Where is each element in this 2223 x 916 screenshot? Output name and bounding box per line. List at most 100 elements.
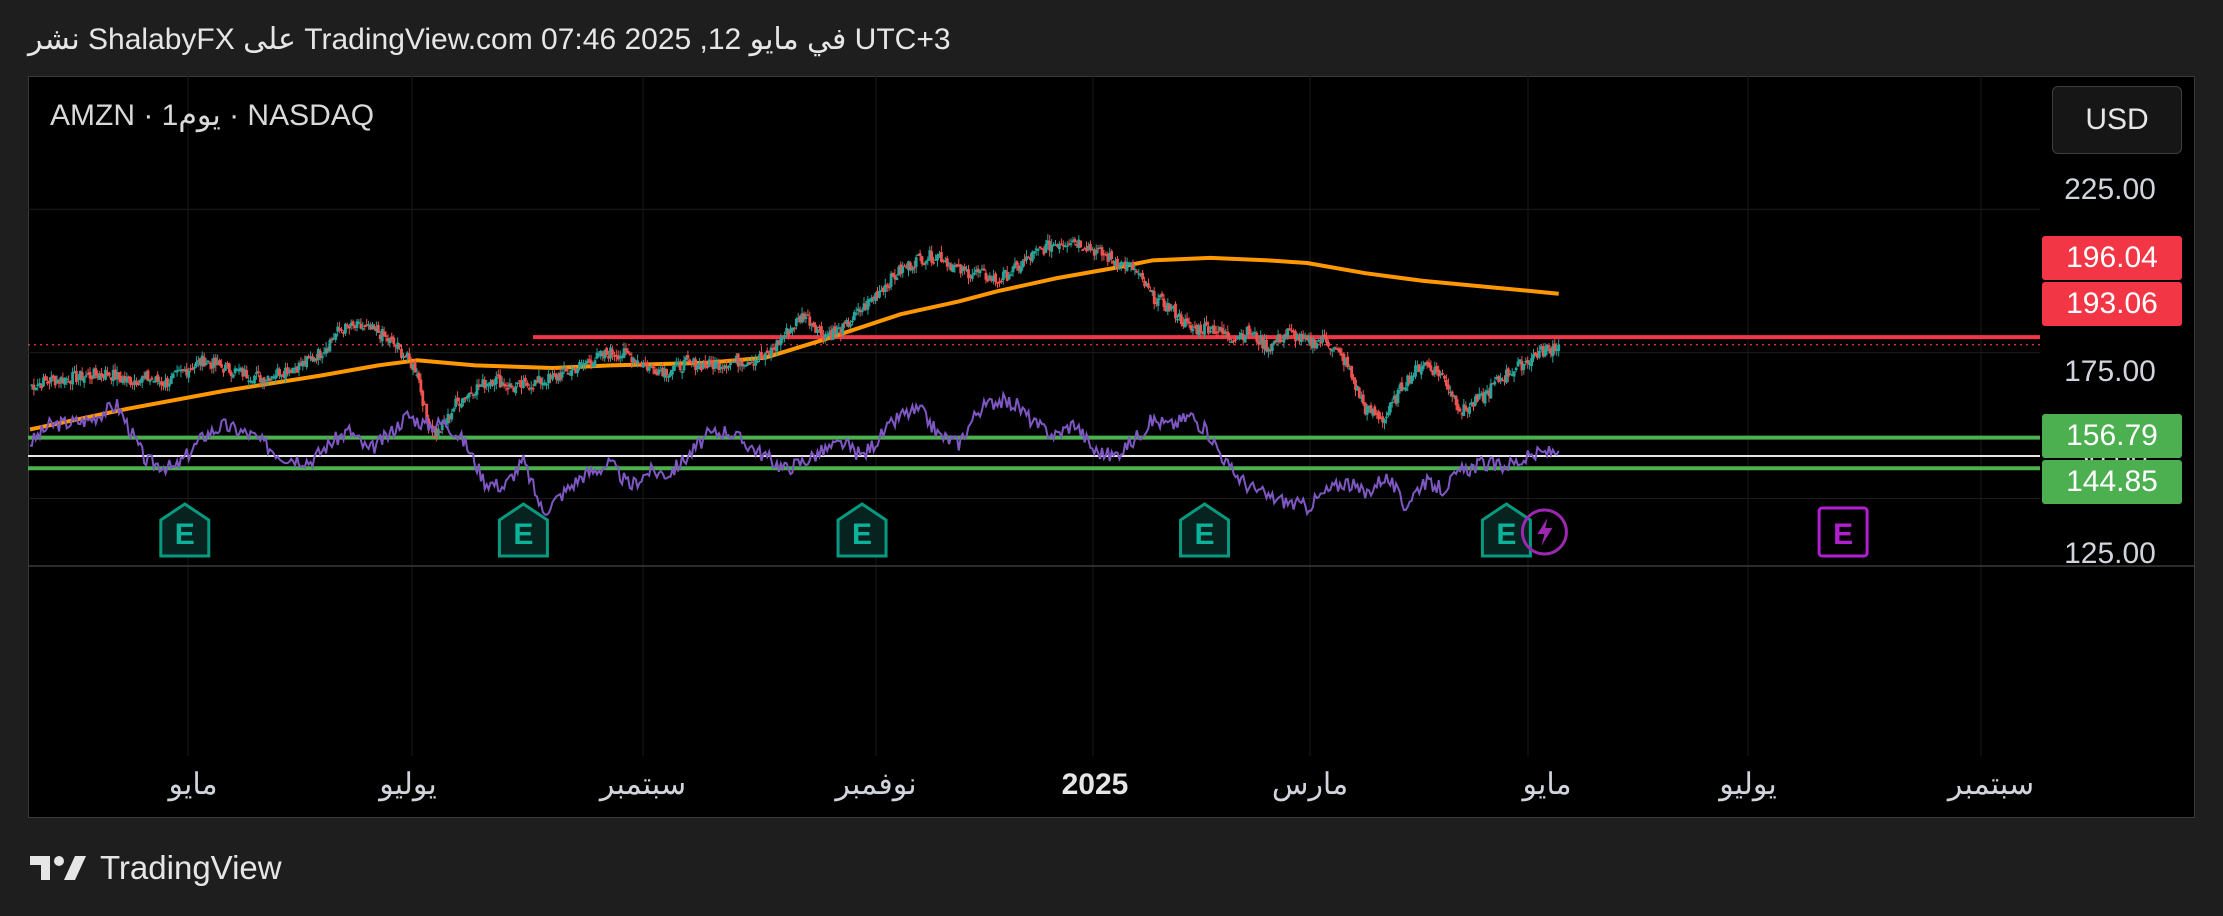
candle-body (208, 362, 212, 365)
candle-body (1127, 263, 1131, 266)
candle-body (620, 356, 624, 359)
candle-body (287, 369, 291, 372)
candle-body (1081, 249, 1084, 251)
candle-body (1549, 348, 1553, 355)
candle-body (678, 364, 682, 371)
candle-body (491, 379, 494, 386)
candle-body (1551, 345, 1555, 357)
candle-body (835, 328, 839, 335)
candle-body (88, 371, 92, 379)
candle-body (595, 352, 599, 359)
candle-body (92, 368, 96, 379)
candle-body (1168, 304, 1172, 311)
candle-body (212, 357, 216, 368)
candle-body (1193, 326, 1197, 328)
candle-body (1224, 331, 1228, 334)
candle-body (1274, 340, 1278, 343)
candle-body (1238, 337, 1241, 340)
chart-panel[interactable] (28, 76, 2195, 818)
candle-body (551, 374, 554, 380)
candle-body (642, 363, 645, 368)
candle-body (1174, 303, 1177, 319)
candle-body (53, 375, 57, 386)
candle-body (365, 324, 369, 326)
candle-body (659, 370, 663, 372)
candle-body (736, 353, 740, 367)
candle-body (1150, 290, 1154, 293)
candle-body (270, 376, 274, 379)
candle-body (460, 403, 463, 408)
candle-body (1083, 248, 1086, 250)
candle-body (1207, 326, 1210, 334)
candle-body (51, 375, 55, 379)
candle-body (1557, 344, 1561, 351)
candle-body (500, 381, 504, 386)
candle-body (854, 312, 858, 315)
candle-body (729, 362, 732, 366)
earnings-marker-label: E (175, 518, 195, 551)
candle-body (204, 362, 208, 365)
candle-body (758, 354, 761, 360)
candle-body (974, 269, 978, 273)
candle-body (858, 309, 862, 313)
candle-body (1388, 402, 1392, 413)
candle-body (624, 348, 628, 351)
candle-body (452, 408, 456, 412)
candle-body (316, 349, 320, 360)
candle-body (949, 264, 953, 271)
candle-body (1493, 381, 1497, 385)
candle-body (1510, 374, 1514, 376)
candle-body (694, 359, 697, 370)
candle-body (268, 378, 272, 381)
candle-body (1290, 329, 1293, 332)
candle-body (967, 269, 970, 279)
candle-body (1445, 379, 1448, 387)
candle-body (1087, 246, 1090, 250)
candle-body (1390, 401, 1394, 404)
candle-body (1506, 368, 1510, 377)
candle-body (1241, 333, 1245, 340)
candle-body (676, 361, 680, 364)
candle-body (725, 366, 728, 369)
candle-body (392, 337, 396, 345)
candle-body (727, 365, 730, 368)
candle-body (1259, 335, 1263, 344)
candle-body (1456, 404, 1460, 411)
candle-body (359, 323, 363, 329)
candle-body (1474, 396, 1477, 406)
candle-body (794, 318, 798, 327)
candle-body (1526, 360, 1530, 364)
candle-body (525, 382, 529, 386)
currency-button[interactable]: USD (2052, 86, 2182, 154)
candle-body (883, 284, 887, 292)
candle-body (907, 261, 910, 271)
tradingview-logo[interactable]: TradingView (28, 848, 282, 888)
candle-body (1439, 373, 1442, 376)
candle-body (1537, 350, 1541, 358)
candle-body (1056, 244, 1059, 247)
candle-body (1483, 391, 1487, 404)
candle-body (1311, 338, 1315, 349)
earnings-marker-label: E (852, 518, 872, 551)
candle-body (84, 375, 88, 377)
candle-body (1516, 361, 1520, 367)
candle-body (1015, 261, 1019, 265)
candle-body (618, 355, 622, 359)
candle-body (177, 369, 181, 372)
candle-body (338, 328, 341, 330)
candle-body (1135, 271, 1139, 273)
candle-body (1464, 405, 1468, 410)
candle-body (1069, 243, 1073, 245)
candle-body (264, 379, 268, 382)
candle-body (980, 268, 984, 271)
candle-body (738, 362, 742, 365)
candle-body (574, 367, 578, 374)
candle-body (965, 269, 968, 271)
time-axis-label: سبتمبر (598, 768, 686, 802)
candle-body (1156, 298, 1160, 306)
candle-body (1131, 262, 1135, 270)
candle-body (533, 379, 537, 387)
candle-body (742, 365, 746, 367)
candle-body (812, 322, 816, 328)
